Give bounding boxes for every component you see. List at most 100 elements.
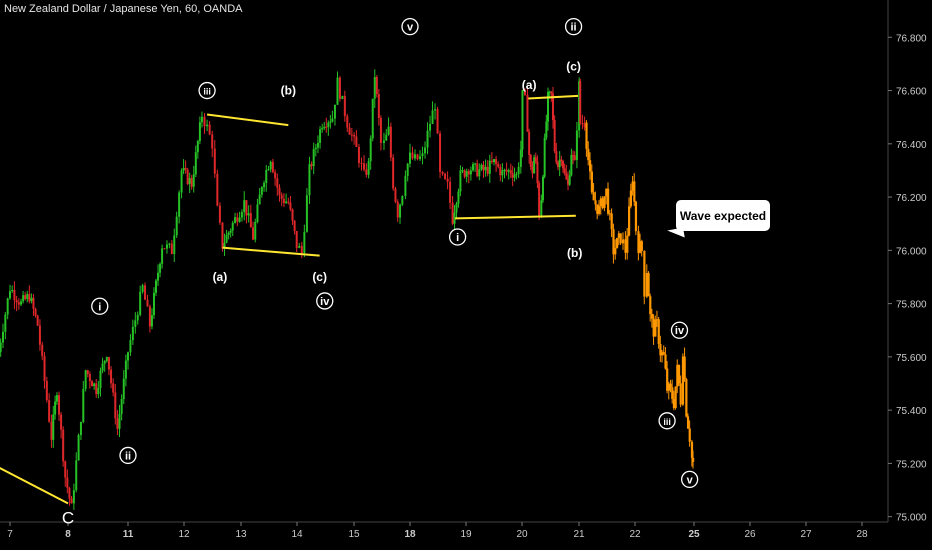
candle-body bbox=[180, 170, 183, 193]
candle-body bbox=[107, 357, 110, 370]
candle-body bbox=[424, 147, 427, 154]
x-tick-label: 13 bbox=[235, 529, 247, 540]
candle-body bbox=[476, 163, 479, 177]
candle-body bbox=[396, 201, 399, 218]
candle-body bbox=[28, 293, 31, 302]
candle-body bbox=[503, 169, 506, 171]
candle-body bbox=[159, 263, 162, 273]
forecast-body bbox=[679, 383, 682, 405]
candle-body bbox=[338, 77, 341, 99]
candle-body bbox=[48, 400, 51, 422]
candle-body bbox=[329, 121, 332, 123]
x-tick-label: 20 bbox=[516, 529, 528, 540]
candle-body bbox=[505, 169, 508, 172]
candle-body bbox=[112, 383, 115, 393]
candle-body bbox=[2, 331, 4, 343]
candle-body bbox=[0, 342, 2, 353]
forecast-body bbox=[607, 188, 610, 214]
y-tick-label: 76.000 bbox=[896, 246, 927, 257]
trendline bbox=[0, 467, 69, 505]
candle-body bbox=[528, 131, 531, 155]
forecast-body bbox=[616, 238, 619, 249]
forecast-body bbox=[640, 241, 643, 251]
trendline bbox=[222, 246, 320, 257]
candle-body bbox=[531, 167, 534, 174]
wave-label-circle bbox=[448, 228, 467, 246]
candle-body bbox=[293, 220, 296, 231]
candle-body bbox=[363, 163, 366, 170]
candle-body bbox=[60, 414, 63, 430]
wave-label: i bbox=[456, 232, 459, 244]
forecast-body bbox=[652, 318, 655, 337]
candle-body bbox=[182, 167, 185, 171]
candle-body bbox=[553, 120, 556, 152]
candle-body bbox=[327, 122, 330, 127]
candle-body bbox=[529, 154, 532, 168]
wave-label-circle bbox=[658, 412, 676, 430]
candle-body bbox=[482, 164, 485, 171]
forecast-body bbox=[639, 241, 642, 253]
candle-body bbox=[353, 134, 356, 137]
candle-body bbox=[20, 301, 23, 305]
forecast-body bbox=[633, 181, 636, 202]
candle-body bbox=[325, 126, 328, 128]
candle-body bbox=[227, 232, 230, 235]
y-tick-label: 76.200 bbox=[896, 193, 927, 204]
wave-expected-callout: Wave expected bbox=[676, 200, 770, 231]
wave-label: (c) bbox=[566, 60, 581, 74]
candle-body bbox=[310, 164, 313, 167]
forecast-body bbox=[645, 273, 648, 297]
candle-body bbox=[38, 325, 41, 345]
candle-body bbox=[375, 77, 378, 95]
candle-body bbox=[511, 173, 514, 178]
forecast-body bbox=[626, 235, 629, 253]
candle-body bbox=[517, 166, 520, 175]
candle-body bbox=[258, 194, 261, 205]
forecast-body bbox=[590, 171, 593, 193]
forecast-body bbox=[596, 204, 599, 214]
forecast-body bbox=[662, 352, 665, 355]
candle-body bbox=[534, 157, 537, 162]
candle-body bbox=[91, 381, 93, 387]
candle-body bbox=[173, 235, 176, 255]
x-tick-label: 12 bbox=[178, 529, 190, 540]
candle-body bbox=[234, 217, 237, 223]
candle-body bbox=[105, 357, 108, 361]
candle-body bbox=[141, 285, 144, 292]
x-tick-label: 28 bbox=[856, 529, 868, 540]
candle-body bbox=[240, 212, 243, 218]
candle-body bbox=[451, 202, 454, 224]
forecast-body bbox=[657, 319, 660, 344]
candle-body bbox=[66, 477, 69, 488]
candle-body bbox=[93, 383, 96, 387]
forecast-body bbox=[685, 379, 688, 417]
candle-body bbox=[231, 222, 234, 231]
candle-body bbox=[461, 170, 464, 172]
wave-label-circle bbox=[119, 446, 137, 465]
wave-label-circle bbox=[564, 17, 583, 36]
forecast-body bbox=[672, 398, 676, 409]
candle-body bbox=[543, 137, 546, 177]
forecast-body bbox=[612, 229, 615, 255]
candle-body bbox=[497, 164, 500, 167]
candle-body bbox=[316, 142, 319, 148]
candle-body bbox=[385, 134, 388, 141]
candle-body bbox=[271, 161, 274, 173]
candle-body bbox=[221, 222, 224, 249]
forecast-body bbox=[634, 201, 638, 232]
forecast-body bbox=[619, 233, 622, 244]
candle-body bbox=[389, 126, 392, 158]
candle-body bbox=[367, 161, 370, 175]
candle-body bbox=[43, 356, 46, 381]
wave-label: (a) bbox=[522, 78, 537, 92]
candle-body bbox=[17, 302, 20, 305]
x-tick-label: 26 bbox=[744, 529, 756, 540]
candle-body bbox=[245, 200, 248, 216]
forecast-body bbox=[650, 314, 654, 319]
candle-body bbox=[436, 109, 439, 134]
forecast-body bbox=[608, 213, 611, 215]
candle-body bbox=[568, 175, 571, 185]
candle-body bbox=[488, 160, 491, 174]
